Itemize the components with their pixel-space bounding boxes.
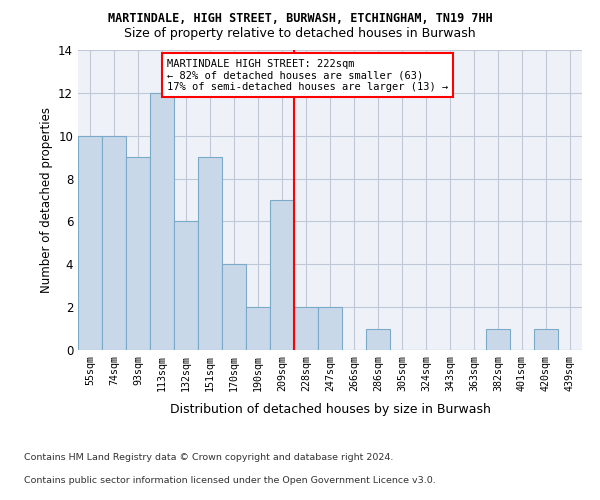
Text: Contains public sector information licensed under the Open Government Licence v3: Contains public sector information licen…: [24, 476, 436, 485]
Bar: [534, 328, 558, 350]
Bar: [198, 157, 222, 350]
Bar: [318, 307, 342, 350]
Text: Distribution of detached houses by size in Burwash: Distribution of detached houses by size …: [170, 402, 490, 415]
Y-axis label: Number of detached properties: Number of detached properties: [40, 107, 53, 293]
Text: Size of property relative to detached houses in Burwash: Size of property relative to detached ho…: [124, 28, 476, 40]
Bar: [126, 157, 150, 350]
Bar: [294, 307, 318, 350]
Bar: [78, 136, 102, 350]
Bar: [366, 328, 390, 350]
Bar: [222, 264, 246, 350]
Bar: [486, 328, 510, 350]
Text: MARTINDALE HIGH STREET: 222sqm
← 82% of detached houses are smaller (63)
17% of : MARTINDALE HIGH STREET: 222sqm ← 82% of …: [167, 58, 448, 92]
Bar: [174, 222, 198, 350]
Bar: [102, 136, 126, 350]
Text: Contains HM Land Registry data © Crown copyright and database right 2024.: Contains HM Land Registry data © Crown c…: [24, 454, 394, 462]
Bar: [246, 307, 270, 350]
Bar: [270, 200, 294, 350]
Bar: [150, 93, 174, 350]
Text: MARTINDALE, HIGH STREET, BURWASH, ETCHINGHAM, TN19 7HH: MARTINDALE, HIGH STREET, BURWASH, ETCHIN…: [107, 12, 493, 26]
